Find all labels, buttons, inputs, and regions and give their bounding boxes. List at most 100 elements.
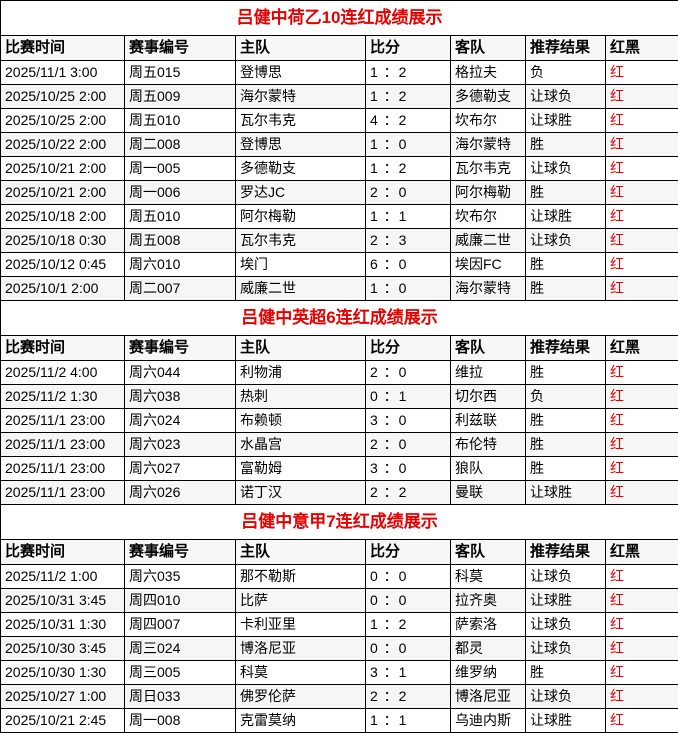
- column-header-score: 比分: [366, 336, 451, 361]
- table-title-row: 吕健中荷乙10连红成绩展示: [1, 1, 678, 36]
- cell-away: 坎布尔: [451, 205, 526, 229]
- cell-rb: 红: [606, 565, 678, 589]
- cell-time: 2025/10/12 0:45: [1, 253, 125, 277]
- cell-tip: 胜: [526, 661, 606, 685]
- column-header-home: 主队: [236, 36, 366, 61]
- cell-away: 博洛尼亚: [451, 685, 526, 709]
- cell-away: 埃因FC: [451, 253, 526, 277]
- cell-score: 1 ：2: [366, 613, 451, 637]
- cell-code: 周日033: [125, 685, 236, 709]
- cell-time: 2025/10/25 2:00: [1, 85, 125, 109]
- cell-time: 2025/11/1 23:00: [1, 481, 125, 505]
- cell-home: 博洛尼亚: [236, 637, 366, 661]
- cell-time: 2025/11/1 23:00: [1, 433, 125, 457]
- cell-tip: 让球负: [526, 613, 606, 637]
- column-header-score: 比分: [366, 36, 451, 61]
- cell-home: 阿尔梅勒: [236, 205, 366, 229]
- cell-score: 0 ：0: [366, 565, 451, 589]
- column-header-rb: 红黑: [606, 336, 678, 361]
- cell-home: 克雷莫纳: [236, 709, 366, 733]
- column-header-away: 客队: [451, 336, 526, 361]
- table-title-cell: 吕健中意甲7连红成绩展示: [1, 505, 678, 540]
- cell-rb: 红: [606, 361, 678, 385]
- cell-tip: 让球胜: [526, 205, 606, 229]
- cell-home: 佛罗伦萨: [236, 685, 366, 709]
- table-title: 吕健中英超6连红成绩展示: [241, 308, 437, 327]
- cell-tip: 负: [526, 385, 606, 409]
- column-header-score: 比分: [366, 540, 451, 565]
- cell-code: 周四010: [125, 589, 236, 613]
- cell-home: 水晶宫: [236, 433, 366, 457]
- cell-time: 2025/10/18 2:00: [1, 205, 125, 229]
- cell-time: 2025/10/25 2:00: [1, 109, 125, 133]
- cell-code: 周六026: [125, 481, 236, 505]
- cell-rb: 红: [606, 433, 678, 457]
- cell-time: 2025/10/21 2:45: [1, 709, 125, 733]
- cell-time: 2025/11/1 23:00: [1, 457, 125, 481]
- cell-rb: 红: [606, 205, 678, 229]
- cell-home: 热刺: [236, 385, 366, 409]
- cell-rb: 红: [606, 637, 678, 661]
- cell-rb: 红: [606, 61, 678, 85]
- cell-time: 2025/11/2 4:00: [1, 361, 125, 385]
- cell-away: 多德勒支: [451, 85, 526, 109]
- cell-home: 比萨: [236, 589, 366, 613]
- cell-code: 周六024: [125, 409, 236, 433]
- cell-code: 周六038: [125, 385, 236, 409]
- cell-score: 6 ：0: [366, 253, 451, 277]
- table-header-row: 比赛时间赛事编号主队比分客队推荐结果红黑: [1, 336, 678, 361]
- cell-home: 埃门: [236, 253, 366, 277]
- cell-home: 那不勒斯: [236, 565, 366, 589]
- column-header-code: 赛事编号: [125, 36, 236, 61]
- cell-home: 诺丁汉: [236, 481, 366, 505]
- cell-away: 格拉夫: [451, 61, 526, 85]
- cell-away: 布伦特: [451, 433, 526, 457]
- column-header-rb: 红黑: [606, 36, 678, 61]
- cell-tip: 负: [526, 61, 606, 85]
- cell-time: 2025/10/30 1:30: [1, 661, 125, 685]
- cell-rb: 红: [606, 253, 678, 277]
- cell-away: 阿尔梅勒: [451, 181, 526, 205]
- cell-score: 1 ：2: [366, 85, 451, 109]
- cell-home: 卡利亚里: [236, 613, 366, 637]
- cell-rb: 红: [606, 661, 678, 685]
- column-header-time: 比赛时间: [1, 36, 125, 61]
- cell-score: 1 ：1: [366, 205, 451, 229]
- cell-away: 海尔蒙特: [451, 133, 526, 157]
- cell-home: 多德勒支: [236, 157, 366, 181]
- cell-code: 周五015: [125, 61, 236, 85]
- cell-code: 周一005: [125, 157, 236, 181]
- cell-away: 瓦尔韦克: [451, 157, 526, 181]
- cell-code: 周六023: [125, 433, 236, 457]
- cell-tip: 胜: [526, 457, 606, 481]
- cell-home: 登博思: [236, 133, 366, 157]
- cell-time: 2025/11/1 3:00: [1, 61, 125, 85]
- cell-tip: 让球胜: [526, 709, 606, 733]
- column-header-tip: 推荐结果: [526, 336, 606, 361]
- cell-time: 2025/10/27 1:00: [1, 685, 125, 709]
- cell-home: 利物浦: [236, 361, 366, 385]
- cell-code: 周五010: [125, 205, 236, 229]
- cell-code: 周一006: [125, 181, 236, 205]
- cell-score: 1 ：2: [366, 157, 451, 181]
- cell-tip: 胜: [526, 433, 606, 457]
- column-header-time: 比赛时间: [1, 336, 125, 361]
- column-header-tip: 推荐结果: [526, 540, 606, 565]
- table-title-row: 吕健中意甲7连红成绩展示: [1, 505, 678, 540]
- cell-away: 威廉二世: [451, 229, 526, 253]
- table-title: 吕健中荷乙10连红成绩展示: [237, 8, 443, 27]
- cell-code: 周四007: [125, 613, 236, 637]
- cell-score: 3 ：0: [366, 409, 451, 433]
- cell-tip: 让球胜: [526, 481, 606, 505]
